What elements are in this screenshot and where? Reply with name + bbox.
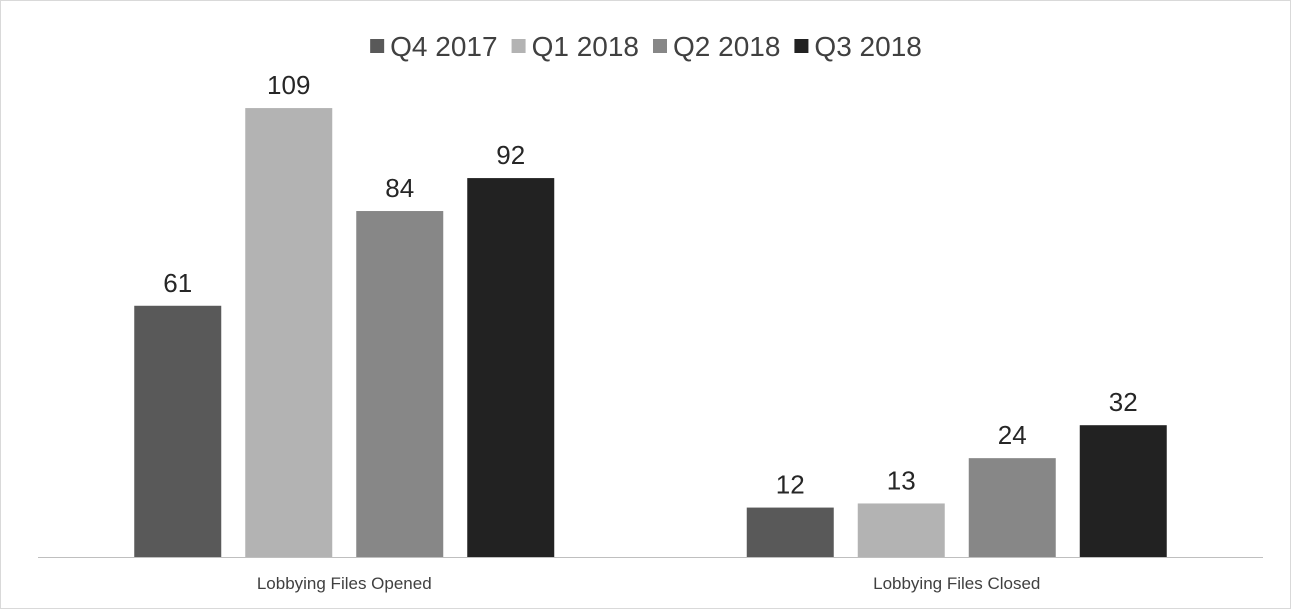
value-label-0-3: 92 <box>496 140 525 170</box>
bar-1-0 <box>746 507 834 557</box>
value-labels-group: 61 109 84 92 12 13 24 32 <box>163 70 1137 500</box>
bar-1-2 <box>968 458 1056 557</box>
category-label-0: Lobbying Files Opened <box>257 574 432 593</box>
value-label-0-2: 84 <box>385 173 414 203</box>
legend-label-2: Q2 2018 <box>673 31 780 62</box>
legend: Q4 2017 Q1 2018 Q2 2018 Q3 2018 <box>370 31 922 62</box>
legend-label-3: Q3 2018 <box>814 31 921 62</box>
value-label-1-0: 12 <box>776 470 805 500</box>
category-label-1: Lobbying Files Closed <box>873 574 1040 593</box>
bar-0-3 <box>467 178 555 557</box>
legend-swatch-1 <box>511 39 526 53</box>
legend-swatch-0 <box>370 39 385 53</box>
legend-swatch-2 <box>653 39 667 53</box>
value-label-0-1: 109 <box>267 70 310 100</box>
bar-0-1 <box>245 108 333 557</box>
legend-item-3: Q3 2018 <box>794 31 922 62</box>
bar-0-0 <box>134 305 222 557</box>
value-label-1-1: 13 <box>887 465 916 495</box>
legend-label-1: Q1 2018 <box>532 31 639 62</box>
bar-0-2 <box>356 211 444 557</box>
legend-item-0: Q4 2017 <box>370 31 498 62</box>
legend-item-1: Q1 2018 <box>511 31 639 62</box>
bar-1-3 <box>1079 425 1167 557</box>
bar-1-1 <box>857 503 945 557</box>
category-labels-group: Lobbying Files Opened Lobbying Files Clos… <box>257 574 1041 593</box>
legend-label-0: Q4 2017 <box>390 31 497 62</box>
value-label-0-0: 61 <box>163 268 192 298</box>
value-label-1-2: 24 <box>998 420 1027 450</box>
value-label-1-3: 32 <box>1109 387 1138 417</box>
bars-group <box>134 108 1167 557</box>
legend-swatch-3 <box>794 39 809 53</box>
legend-item-2: Q2 2018 <box>653 31 780 62</box>
